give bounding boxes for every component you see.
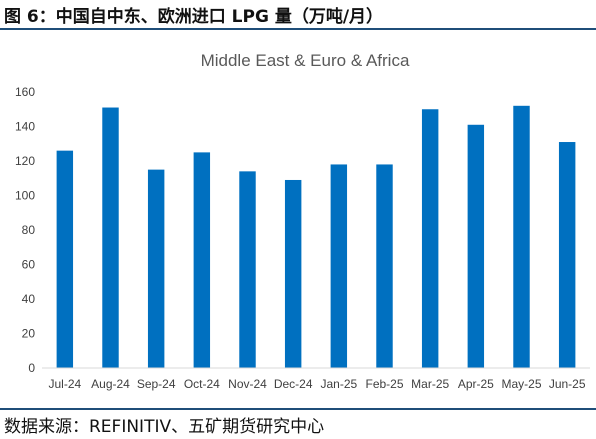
bar-oct-24 — [193, 152, 211, 368]
y-tick-label: 100 — [15, 189, 35, 203]
bar-jan-25 — [330, 164, 348, 368]
bar-chart: Middle East & Euro & Africa 0 20 40 60 80 100… — [15, 51, 590, 391]
top-rule — [0, 28, 596, 30]
x-tick-label: Nov-24 — [228, 377, 267, 391]
bar-jun-25 — [558, 142, 576, 368]
source-note: 数据来源：REFINITIV、五矿期货研究中心 — [4, 417, 325, 437]
y-tick-label: 80 — [22, 223, 36, 237]
x-tick-label: Dec-24 — [274, 377, 313, 391]
bottom-rule — [0, 408, 596, 410]
bar-jul-24 — [56, 150, 74, 368]
y-tick-label: 20 — [22, 327, 36, 341]
x-tick-label: Sep-24 — [137, 377, 176, 391]
x-tick-label: Jul-24 — [48, 377, 81, 391]
y-tick-label: 140 — [15, 120, 35, 134]
x-tick-label: Aug-24 — [91, 377, 130, 391]
y-tick-label: 40 — [22, 292, 36, 306]
bar-feb-25 — [376, 164, 393, 368]
x-axis-ticks: Jul-24 Aug-24 Sep-24 Oct-24 Nov-24 Dec-24 Jan-… — [48, 377, 585, 391]
bar-mar-25 — [421, 109, 439, 368]
bar-nov-24 — [239, 171, 256, 368]
x-tick-label: Apr-25 — [458, 377, 494, 391]
y-tick-label: 160 — [15, 85, 35, 99]
x-tick-label: Feb-25 — [365, 377, 403, 391]
x-tick-label: Jan-25 — [320, 377, 357, 391]
bar-aug-24 — [102, 107, 119, 369]
y-tick-label: 60 — [22, 258, 36, 272]
x-tick-label: Jun-25 — [549, 377, 586, 391]
bars — [56, 105, 576, 369]
bar-apr-25 — [467, 124, 485, 369]
bar-sep-24 — [147, 169, 165, 368]
bar-may-25 — [513, 105, 530, 369]
y-tick-label: 0 — [28, 361, 35, 375]
figure-title: 图 6：中国自中东、欧洲进口 LPG 量（万吨/月） — [4, 7, 384, 27]
bar-dec-24 — [284, 179, 302, 368]
x-tick-label: Oct-24 — [184, 377, 220, 391]
y-axis-ticks: 0 20 40 60 80 100 120 140 160 — [15, 85, 35, 375]
x-tick-label: Mar-25 — [411, 377, 449, 391]
y-tick-label: 120 — [15, 154, 35, 168]
x-tick-label: May-25 — [501, 377, 541, 391]
chart-title: Middle East & Euro & Africa — [201, 51, 410, 70]
